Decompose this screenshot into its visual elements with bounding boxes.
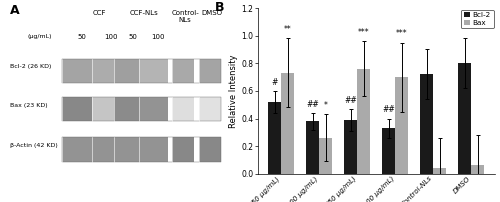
Bar: [92, 137, 121, 162]
Bar: [472, 165, 484, 174]
Text: (μg/mL): (μg/mL): [28, 34, 52, 39]
Bar: [306, 121, 319, 174]
Text: ##: ##: [306, 100, 319, 109]
Bar: [319, 138, 332, 174]
Text: *: *: [324, 101, 328, 110]
Text: CCF-NLs: CCF-NLs: [130, 10, 159, 16]
Bar: [458, 63, 471, 174]
Text: #: #: [272, 78, 278, 87]
Bar: [198, 59, 221, 83]
Text: 100: 100: [151, 34, 165, 40]
Bar: [198, 97, 221, 121]
Bar: [420, 74, 434, 174]
Y-axis label: Relative Intensity: Relative Intensity: [230, 54, 238, 128]
Bar: [62, 137, 92, 162]
Text: **: **: [284, 25, 292, 34]
Bar: [92, 97, 121, 121]
Bar: [62, 59, 92, 83]
Bar: [434, 168, 446, 174]
Text: ##: ##: [382, 105, 395, 114]
Text: 50: 50: [129, 34, 138, 40]
Text: Bcl-2 (26 KD): Bcl-2 (26 KD): [10, 64, 51, 69]
Text: ##: ##: [344, 96, 357, 105]
Text: β-Actin (42 KD): β-Actin (42 KD): [10, 143, 57, 148]
Text: ***: ***: [396, 29, 407, 38]
Bar: [198, 137, 221, 162]
Bar: [92, 59, 121, 83]
Bar: [62, 137, 221, 162]
Text: Bax (23 KD): Bax (23 KD): [10, 103, 47, 107]
Bar: [172, 97, 194, 121]
Legend: Bcl-2, Bax: Bcl-2, Bax: [461, 9, 494, 28]
Bar: [172, 137, 194, 162]
Bar: [396, 77, 408, 174]
Bar: [268, 102, 281, 174]
Text: CCF: CCF: [93, 10, 106, 16]
Text: B: B: [215, 1, 224, 15]
Bar: [62, 97, 92, 121]
Bar: [62, 59, 221, 83]
Bar: [172, 59, 194, 83]
Bar: [114, 97, 144, 121]
Bar: [114, 137, 144, 162]
Text: 100: 100: [104, 34, 118, 40]
Bar: [139, 97, 168, 121]
Text: A: A: [10, 4, 19, 17]
Text: Control-
NLs: Control- NLs: [171, 10, 199, 23]
Bar: [139, 137, 168, 162]
Bar: [344, 120, 357, 174]
Text: DMSO: DMSO: [202, 10, 222, 16]
Bar: [114, 59, 144, 83]
Bar: [382, 128, 396, 174]
Bar: [357, 69, 370, 174]
Text: 50: 50: [77, 34, 86, 40]
Text: ***: ***: [358, 28, 370, 37]
Bar: [62, 97, 221, 121]
Bar: [139, 59, 168, 83]
Bar: [281, 73, 294, 174]
